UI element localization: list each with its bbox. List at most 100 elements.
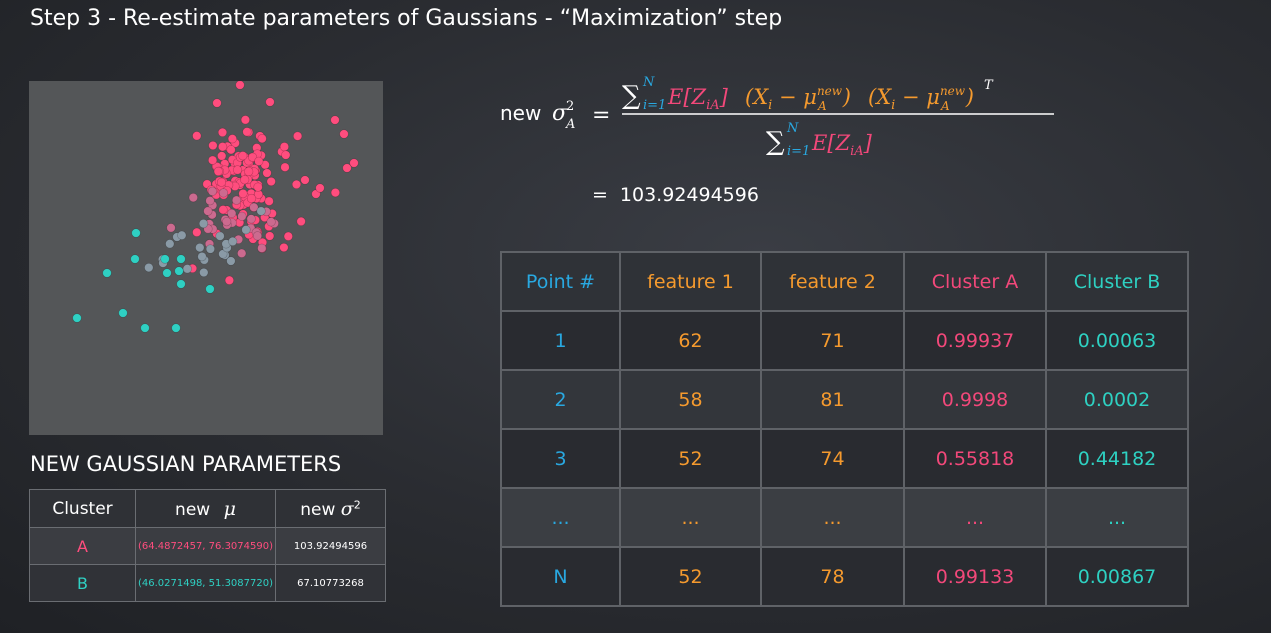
cell-point: N <box>500 546 621 607</box>
scatter-point <box>238 188 248 199</box>
scatter-point <box>244 166 254 177</box>
scatter-point <box>197 252 207 262</box>
params-mu-a: (64.4872457, 76.3074590) <box>135 527 276 565</box>
scatter-point <box>293 131 303 141</box>
params-row-b: B (46.0271498, 51.3087720) 67.10773268 <box>29 564 386 602</box>
cell-cluster-b: ... <box>1045 487 1189 548</box>
scatter-point <box>192 227 202 237</box>
scatter-point <box>280 162 290 172</box>
scatter-point <box>199 267 209 278</box>
scatter-point <box>241 225 251 235</box>
header-feature2: feature 2 <box>760 251 905 312</box>
scatter-point <box>256 206 266 216</box>
denominator-sum: ∑ <box>766 127 785 157</box>
scatter-point <box>281 150 291 160</box>
scatter-point <box>265 97 275 107</box>
scatter-point <box>227 134 237 144</box>
cell-feature1: 62 <box>619 310 762 371</box>
scatter-point <box>222 217 232 227</box>
scatter-point <box>203 206 213 216</box>
scatter-point <box>131 228 141 238</box>
cell-feature1: 58 <box>619 369 762 430</box>
scatter-point <box>227 208 237 218</box>
scatter-point <box>166 223 176 233</box>
header-cluster-b: Cluster B <box>1045 251 1189 312</box>
responsibility-table: Point # feature 1 feature 2 Cluster A Cl… <box>500 251 1189 607</box>
scatter-point <box>213 166 223 176</box>
cell-point: 3 <box>500 428 621 489</box>
scatter-point <box>279 242 289 253</box>
scatter-point <box>216 177 227 187</box>
mu-symbol: μ <box>223 497 236 520</box>
cell-feature2: 71 <box>760 310 905 371</box>
params-header-cluster: Cluster <box>29 489 136 528</box>
denominator-sum-lower: i=1 <box>787 144 810 159</box>
scatter-point <box>72 313 82 323</box>
scatter-point <box>238 151 248 161</box>
result-equals: = <box>592 184 608 206</box>
scatter-point <box>342 163 352 173</box>
formula-sigma-sub: A <box>565 117 575 132</box>
cell-cluster-b: 0.0002 <box>1045 369 1189 430</box>
scatter-point <box>265 231 275 241</box>
scatter-point <box>130 254 140 264</box>
params-header-mu: new μ <box>135 489 276 528</box>
numerator-expectation: E[ZiA] <box>667 85 729 113</box>
scatter-point <box>207 186 217 196</box>
scatter-point <box>162 268 172 278</box>
params-mu-b: (46.0271498, 51.3087720) <box>135 564 276 602</box>
scatter-point <box>262 168 272 178</box>
scatter-point <box>176 254 186 264</box>
cell-point: ... <box>500 487 621 548</box>
variance-formula: new σ 2 A = ∑ N i=1 E[ZiA] (Xi − μnew A) … <box>500 72 1060 167</box>
scatter-point <box>237 211 247 221</box>
scatter-point <box>349 158 359 168</box>
scatter-point <box>176 279 186 289</box>
denominator-sum-upper: N <box>786 121 799 136</box>
scatter-point <box>249 202 259 212</box>
scatter-point <box>205 244 215 254</box>
cell-cluster-a: 0.9998 <box>903 369 1047 430</box>
scatter-point <box>266 217 276 227</box>
scatter-point <box>218 188 229 198</box>
sigma-symbol: σ <box>340 497 354 520</box>
scatter-point <box>171 323 181 333</box>
scatter-point <box>330 115 340 125</box>
gaussian-params-table: Cluster new μ new σ2 A (64.4872457, 76.3… <box>29 489 386 602</box>
scatter-point <box>118 308 128 318</box>
cell-cluster-a: 0.55818 <box>903 428 1047 489</box>
table-row: N 52 78 0.99133 0.00867 <box>500 546 1189 607</box>
scatter-point <box>240 175 250 185</box>
cell-cluster-a: ... <box>903 487 1047 548</box>
scatter-point <box>205 196 215 206</box>
scatter-point <box>165 239 175 249</box>
scatter-point <box>192 131 202 141</box>
cell-cluster-b: 0.44182 <box>1045 428 1189 489</box>
params-cluster-b: B <box>29 564 136 602</box>
scatter-point <box>315 183 325 193</box>
table-row: 2 58 81 0.9998 0.0002 <box>500 369 1189 430</box>
scatter-point <box>242 127 252 137</box>
scatter-point <box>231 195 242 205</box>
cell-feature2: 78 <box>760 546 905 607</box>
cell-cluster-a: 0.99133 <box>903 546 1047 607</box>
numerator-term1: (Xi − μnew A) <box>745 84 851 113</box>
scatter-point <box>215 231 225 241</box>
scatter-point <box>330 187 341 198</box>
scatter-point <box>283 231 293 241</box>
scatter-point <box>253 182 263 192</box>
scatter-point <box>266 176 276 187</box>
numerator-term2: (Xi − μnew A) <box>868 84 974 113</box>
scatter-point <box>291 179 302 189</box>
scatter-point <box>228 236 238 246</box>
scatter-point <box>195 243 205 253</box>
scatter-point <box>218 249 228 259</box>
scatter-point <box>254 156 264 166</box>
scatter-point <box>174 266 184 276</box>
scatter-point <box>257 243 267 253</box>
cell-cluster-a: 0.99937 <box>903 310 1047 371</box>
scatter-point <box>188 192 198 203</box>
cell-feature1: 52 <box>619 428 762 489</box>
scatter-point <box>144 263 154 273</box>
slide-title: Step 3 - Re-estimate parameters of Gauss… <box>30 6 783 31</box>
